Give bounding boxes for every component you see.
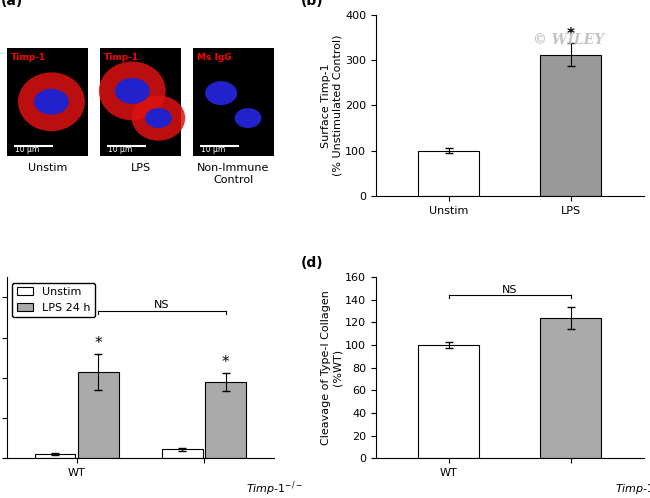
Y-axis label: Surface Timp-1
(% Unstimulated Control): Surface Timp-1 (% Unstimulated Control) — [320, 35, 343, 176]
Text: (d): (d) — [301, 256, 324, 270]
Bar — [205, 382, 246, 458]
Ellipse shape — [132, 96, 185, 140]
Text: Unstim: Unstim — [28, 163, 67, 173]
Bar — [34, 454, 75, 458]
Text: *: * — [222, 355, 229, 371]
Bar — [6, 47, 88, 156]
Bar — [78, 372, 119, 458]
Bar — [540, 55, 601, 196]
Text: 10 μm: 10 μm — [201, 145, 225, 154]
Bar — [99, 47, 181, 156]
Ellipse shape — [235, 108, 261, 128]
Bar — [192, 47, 274, 156]
Legend: Unstim, LPS 24 h: Unstim, LPS 24 h — [12, 283, 95, 317]
Text: 10 μm: 10 μm — [108, 145, 132, 154]
Ellipse shape — [34, 89, 69, 115]
Text: (b): (b) — [301, 0, 324, 7]
Text: NS: NS — [502, 285, 517, 295]
Text: 10 μm: 10 μm — [14, 145, 39, 154]
Bar — [419, 150, 479, 196]
Text: $\mathit{Timp}$-$\mathit{1}^{-/-}$: $\mathit{Timp}$-$\mathit{1}^{-/-}$ — [246, 479, 303, 498]
Ellipse shape — [18, 72, 85, 131]
Y-axis label: Cleavage of Type-I Collagen
(%WT): Cleavage of Type-I Collagen (%WT) — [320, 290, 343, 445]
Text: LPS: LPS — [131, 163, 151, 173]
Ellipse shape — [205, 81, 237, 105]
Text: Timp-1: Timp-1 — [10, 53, 46, 62]
Ellipse shape — [99, 62, 166, 121]
Text: © WILEY: © WILEY — [533, 33, 604, 47]
Text: *: * — [567, 27, 575, 42]
Text: (a): (a) — [1, 0, 23, 7]
Ellipse shape — [115, 78, 150, 104]
Bar — [540, 318, 601, 458]
Text: Non-Immune
Control: Non-Immune Control — [197, 163, 270, 185]
Text: Ms IgG: Ms IgG — [196, 53, 231, 62]
Text: NS: NS — [154, 300, 170, 310]
Ellipse shape — [145, 108, 172, 128]
Bar — [162, 449, 203, 458]
Text: Timp-1: Timp-1 — [103, 53, 139, 62]
Text: $\mathit{Timp}$-$\mathit{1}^{-/-}$: $\mathit{Timp}$-$\mathit{1}^{-/-}$ — [615, 479, 650, 498]
Bar — [419, 345, 479, 458]
Text: *: * — [94, 336, 102, 351]
